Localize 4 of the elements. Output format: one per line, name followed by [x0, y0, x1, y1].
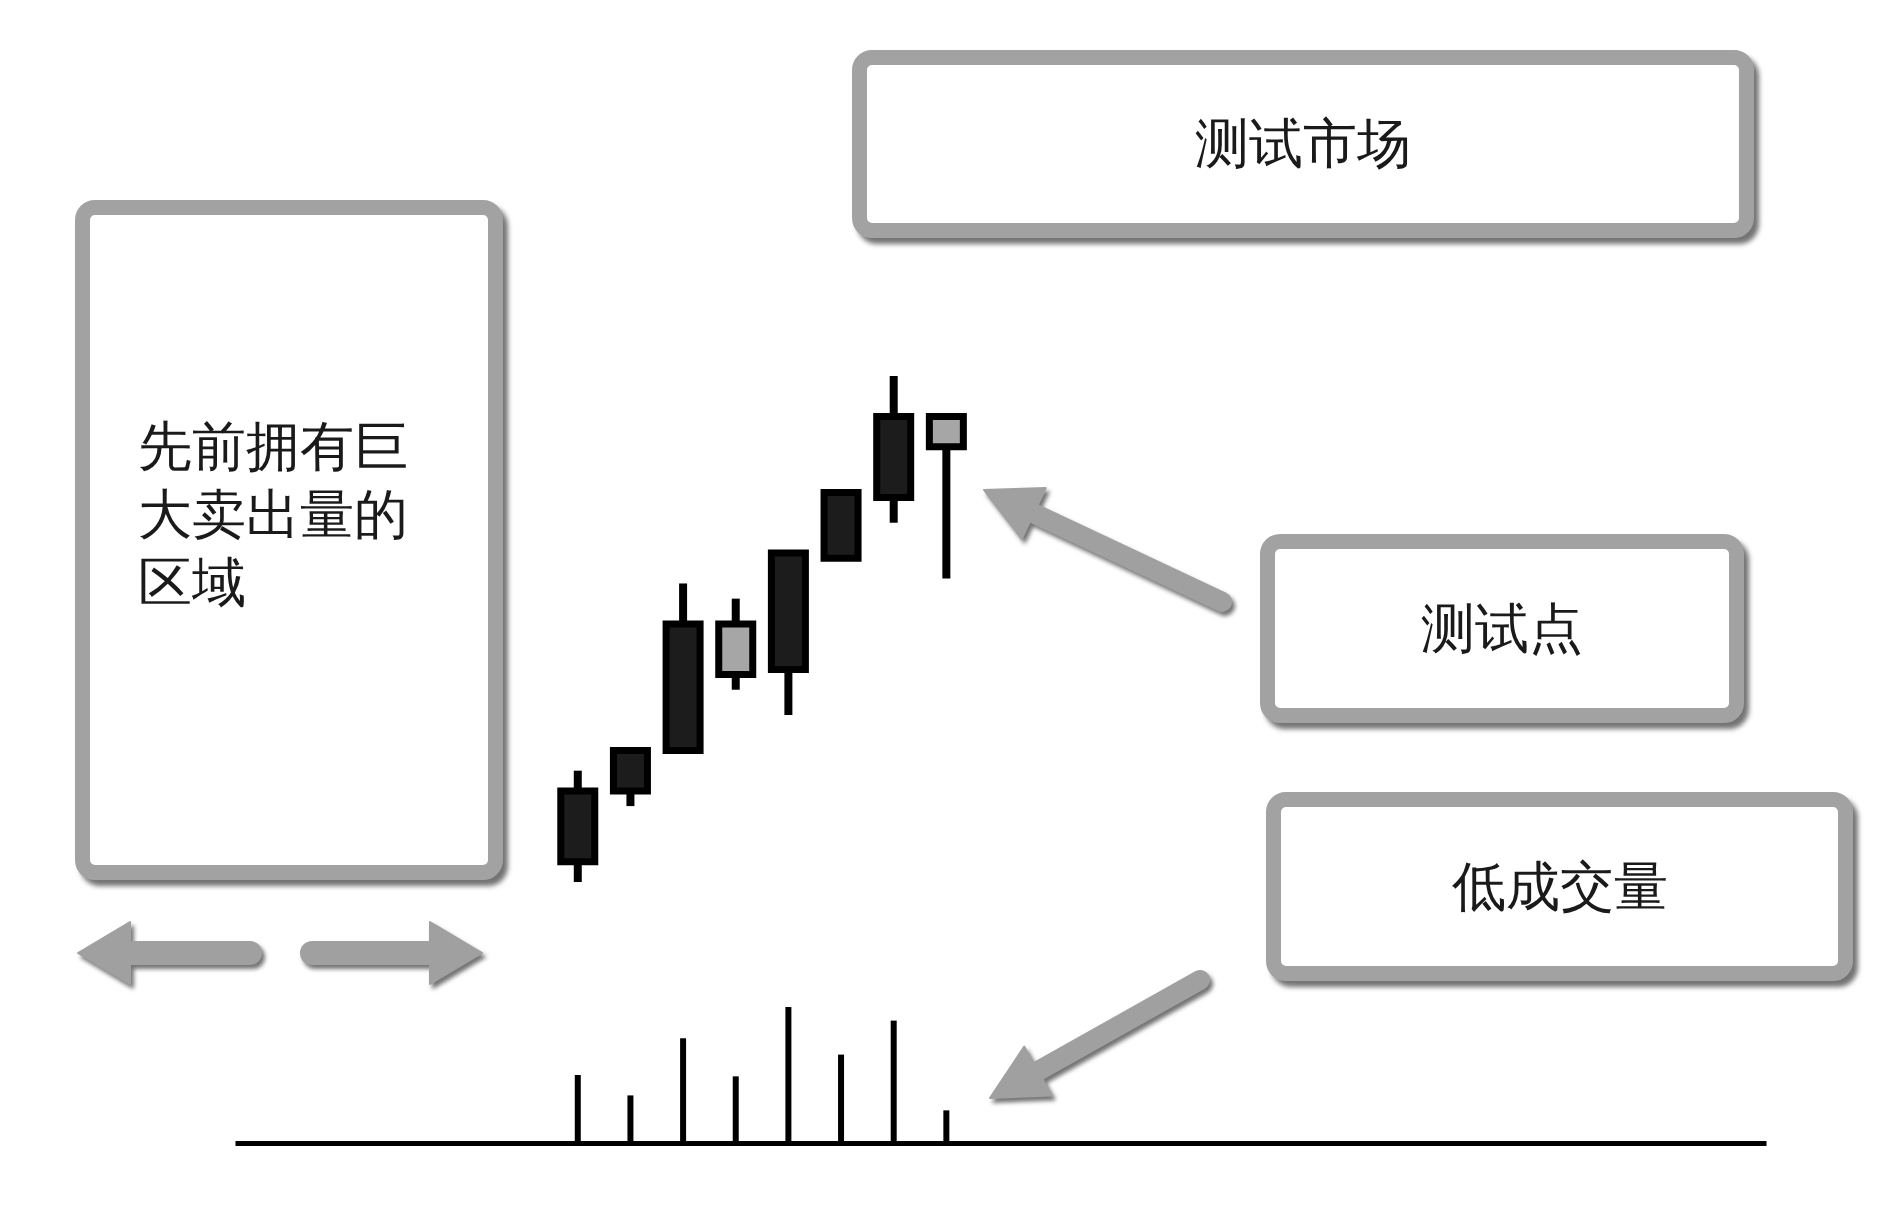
- text: 低成交量: [1451, 853, 1668, 920]
- text: 测试市场: [1195, 111, 1411, 177]
- text: 测试点: [1421, 595, 1583, 662]
- text: 先前拥有巨大卖出量的区域: [138, 414, 409, 616]
